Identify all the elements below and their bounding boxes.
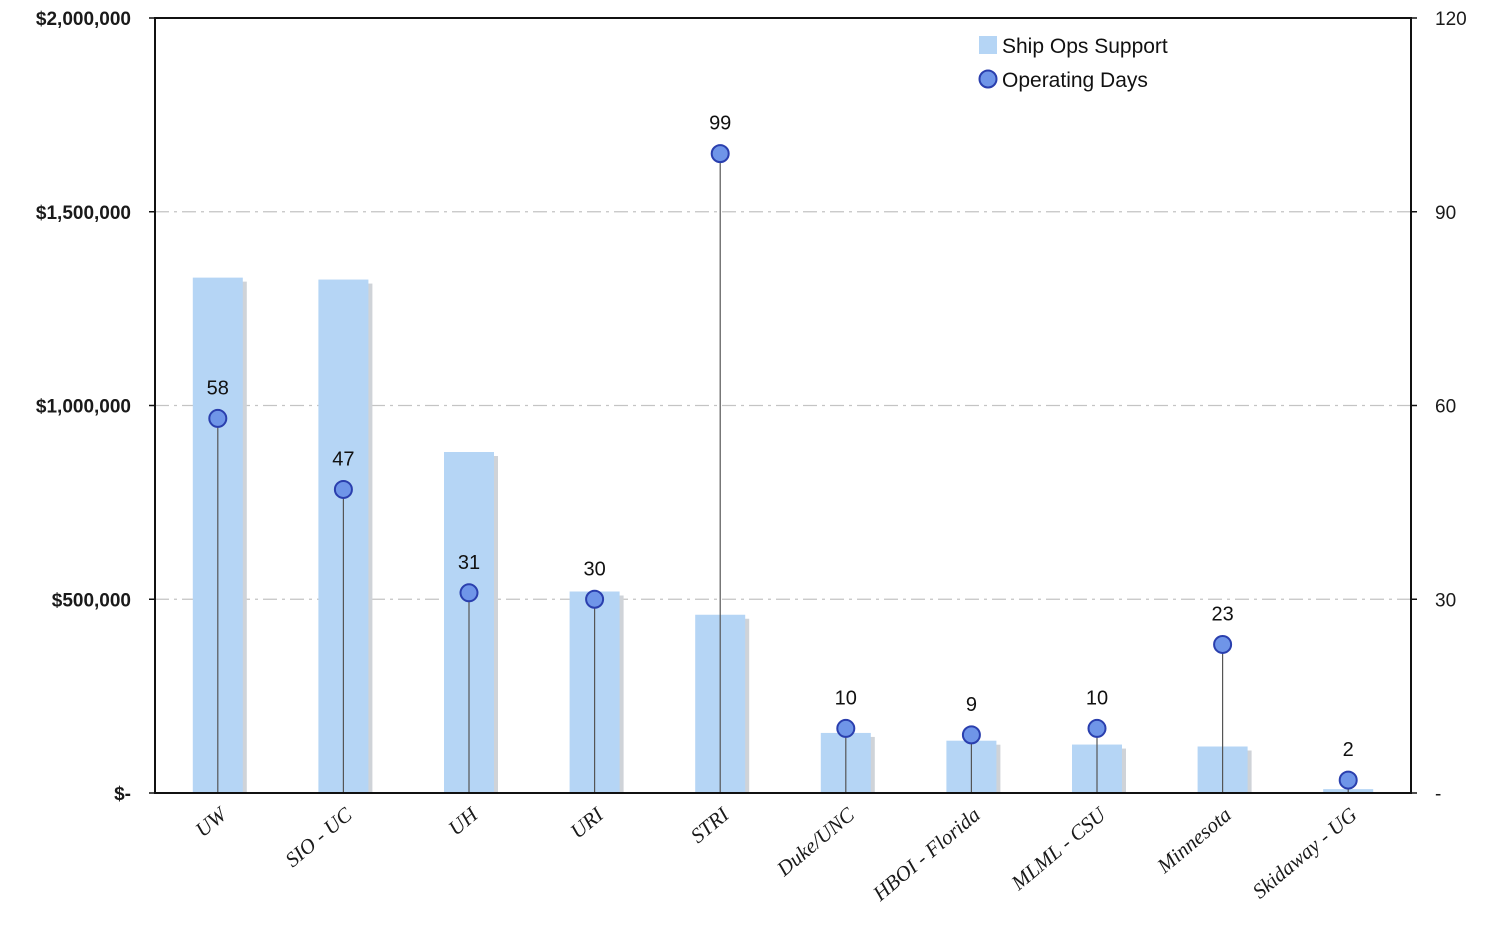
x-tick-label: MLML - CSU <box>1006 801 1112 895</box>
data-point <box>1338 770 1358 790</box>
x-tick-label: Duke/UNC <box>771 802 859 882</box>
data-label: 31 <box>458 552 480 574</box>
data-point <box>459 583 479 603</box>
y-left-tick-label: $2,000,000 <box>36 9 131 30</box>
x-tick-label: Skidaway - UG <box>1248 802 1362 903</box>
x-tick-label: UH <box>444 801 484 840</box>
y-axis-left: $- $500,000 $1,000,000 $1,500,000 $2,000,000 <box>36 9 155 805</box>
x-tick-label: SIO - UC <box>280 802 357 872</box>
data-point <box>1213 634 1233 654</box>
x-tick-label: UW <box>191 801 233 842</box>
data-label: 58 <box>207 377 229 399</box>
x-tick-label: HBOI - Florida <box>867 802 984 906</box>
y-axis-right: - 30 60 90 120 <box>1411 9 1467 805</box>
y-left-tick-label: $- <box>114 784 131 805</box>
x-tick-label: URI <box>566 802 609 844</box>
y-right-tick-label: 60 <box>1435 397 1456 418</box>
legend-label-operating-days: Operating Days <box>1002 69 1148 92</box>
legend-label-ship-ops: Ship Ops Support <box>1002 35 1168 58</box>
legend-swatch-ship-ops <box>979 36 997 54</box>
bars-layer <box>192 277 1374 793</box>
data-label: 23 <box>1211 603 1233 625</box>
x-tick-label: STRI <box>686 802 734 848</box>
data-point <box>333 479 353 499</box>
data-label: 30 <box>583 558 605 580</box>
data-point <box>710 144 730 164</box>
y-left-tick-label: $1,000,000 <box>36 397 131 418</box>
data-point <box>836 718 856 738</box>
y-right-tick-label: 90 <box>1435 203 1456 224</box>
data-label: 47 <box>332 448 354 470</box>
data-label: 10 <box>835 687 857 709</box>
lollipop-layer: 58 47 31 30 99 10 9 10 23 2 <box>207 113 1358 793</box>
data-label: 99 <box>709 113 731 135</box>
y-right-tick-label: - <box>1435 784 1441 805</box>
y-left-tick-label: $500,000 <box>52 590 131 611</box>
x-axis: UW SIO - UC UH URI STRI Duke/UNC HBOI - Florid… <box>191 801 1362 906</box>
y-left-tick-label: $1,500,000 <box>36 203 131 224</box>
legend-marker-operating-days <box>978 69 998 89</box>
y-right-tick-label: 120 <box>1435 9 1467 30</box>
data-label: 9 <box>966 694 977 716</box>
data-point <box>1087 718 1107 738</box>
data-label: 10 <box>1086 687 1108 709</box>
y-right-tick-label: 30 <box>1435 590 1456 611</box>
data-point <box>961 725 981 745</box>
legend: Ship Ops Support Operating Days <box>978 35 1168 92</box>
data-point <box>208 408 228 428</box>
x-tick-label: Minnesota <box>1152 802 1236 878</box>
data-point <box>585 589 605 609</box>
data-label: 2 <box>1343 739 1354 761</box>
